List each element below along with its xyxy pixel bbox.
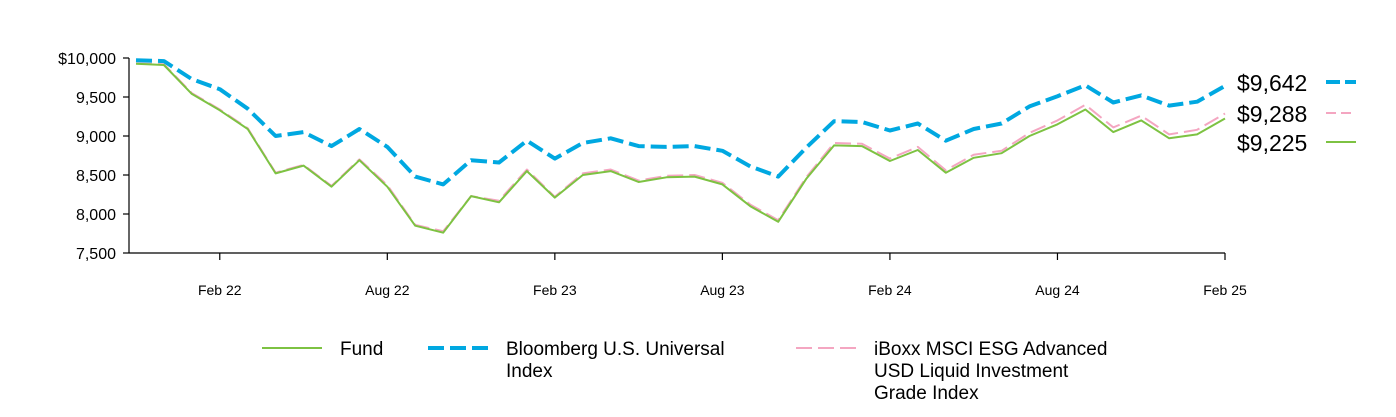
x-tick-label: Feb 25 bbox=[1203, 282, 1247, 298]
x-tick-label: Aug 22 bbox=[365, 282, 410, 298]
series-line-fund bbox=[135, 62, 1226, 234]
y-tick-label: 8,000 bbox=[76, 207, 116, 224]
legend-label-iboxx: iBoxx MSCI ESG Advanced USD Liquid Inves… bbox=[874, 339, 1113, 404]
y-tick-label: 9,000 bbox=[76, 129, 116, 146]
x-tick-label: Feb 22 bbox=[198, 282, 242, 298]
end-label-iboxx: $9,288 bbox=[1237, 101, 1307, 127]
y-tick-label: 9,500 bbox=[76, 90, 116, 107]
x-axis: Feb 22 Aug 22 Feb 23 Aug 23 Feb 24 Aug 24 Feb … bbox=[129, 252, 1247, 298]
y-tick-label: $10,000 bbox=[58, 51, 116, 68]
legend: Fund Bloomberg U.S. Universal Index iBox… bbox=[262, 339, 1113, 404]
legend-line: USD Liquid Investment bbox=[874, 361, 1069, 382]
series-line-bloomberg bbox=[135, 58, 1226, 187]
y-axis: $10,000 9,500 9,000 8,500 8,000 7,500 bbox=[58, 51, 130, 263]
x-tick-label: Feb 24 bbox=[868, 282, 912, 298]
legend-label-fund: Fund bbox=[340, 339, 383, 360]
legend-label-bloomberg: Bloomberg U.S. Universal Index bbox=[506, 339, 730, 382]
end-label-bloomberg: $9,642 bbox=[1237, 70, 1307, 96]
series-layer bbox=[135, 58, 1226, 234]
legend-line: Fund bbox=[340, 339, 383, 360]
y-tick-label: 7,500 bbox=[76, 246, 116, 263]
x-tick-label: Feb 23 bbox=[533, 282, 577, 298]
x-tick-label: Aug 24 bbox=[1035, 282, 1080, 298]
legend-line: Bloomberg U.S. Universal bbox=[506, 339, 725, 360]
end-labels: $9,642 $9,288 $9,225 bbox=[1237, 70, 1356, 156]
end-label-fund: $9,225 bbox=[1237, 130, 1307, 156]
x-tick-label: Aug 23 bbox=[700, 282, 745, 298]
legend-line: Index bbox=[506, 361, 553, 382]
legend-line: iBoxx MSCI ESG Advanced bbox=[874, 339, 1107, 360]
y-tick-label: 8,500 bbox=[76, 168, 116, 185]
legend-line: Grade Index bbox=[874, 383, 979, 404]
